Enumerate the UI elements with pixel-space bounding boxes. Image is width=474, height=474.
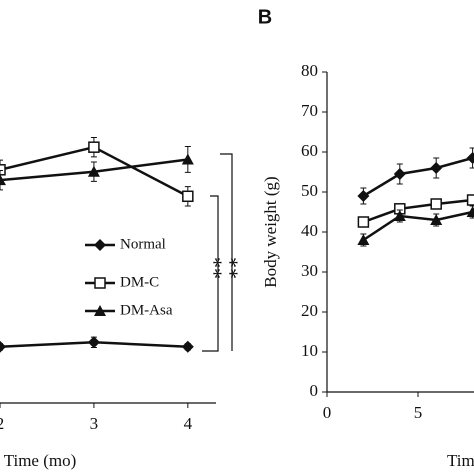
error-bar bbox=[0, 169, 3, 191]
y-axis-label: Body weight (g) bbox=[261, 176, 280, 287]
series-line bbox=[362, 198, 473, 224]
marker bbox=[94, 305, 106, 316]
marker bbox=[466, 206, 474, 217]
y-tick-label: 50 bbox=[301, 181, 318, 200]
marker bbox=[466, 152, 474, 164]
marker bbox=[0, 340, 6, 353]
marker bbox=[94, 239, 106, 251]
y-tick-label: 0 bbox=[310, 381, 319, 400]
series-line bbox=[362, 210, 473, 242]
marker bbox=[87, 336, 100, 349]
series-line bbox=[362, 156, 473, 198]
marker bbox=[182, 190, 194, 203]
legend-label: DM-C bbox=[120, 274, 159, 290]
marker bbox=[0, 164, 6, 176]
marker bbox=[357, 234, 370, 245]
marker bbox=[87, 165, 100, 177]
marker bbox=[357, 190, 370, 202]
marker bbox=[0, 174, 6, 186]
y-tick-label: 70 bbox=[301, 101, 318, 120]
x-axis-label: Time bbox=[447, 451, 474, 470]
legend-label: DM-Asa bbox=[120, 302, 173, 318]
significance-bracket bbox=[202, 195, 219, 352]
x-axis-label: Time (mo) bbox=[4, 451, 77, 470]
marker bbox=[393, 210, 406, 221]
y-tick-label: 60 bbox=[301, 141, 318, 160]
y-tick-label: 80 bbox=[301, 61, 318, 80]
marker bbox=[430, 198, 442, 210]
y-tick-label: 30 bbox=[301, 261, 318, 280]
marker bbox=[393, 168, 406, 180]
x-tick-label: 2 bbox=[0, 414, 4, 433]
marker bbox=[181, 153, 194, 165]
significance-mark: ** bbox=[202, 257, 227, 279]
marker bbox=[181, 340, 194, 353]
y-tick-label: 40 bbox=[301, 221, 318, 240]
y-tick-label: 20 bbox=[301, 301, 318, 320]
x-tick-label: 5 bbox=[414, 403, 423, 422]
x-tick-label: 0 bbox=[323, 403, 332, 422]
marker bbox=[88, 141, 100, 153]
y-tick-label: 10 bbox=[301, 341, 318, 360]
marker bbox=[357, 216, 370, 228]
marker bbox=[430, 162, 443, 174]
significance-mark: ** bbox=[218, 257, 243, 279]
marker bbox=[466, 194, 474, 206]
x-tick-label: 3 bbox=[90, 414, 99, 433]
x-tick-label: 4 bbox=[184, 414, 193, 433]
panel-label: B bbox=[258, 6, 272, 28]
legend-label: Normal bbox=[120, 236, 166, 252]
marker bbox=[94, 277, 106, 289]
marker bbox=[430, 214, 443, 225]
significance-bracket bbox=[220, 153, 233, 351]
